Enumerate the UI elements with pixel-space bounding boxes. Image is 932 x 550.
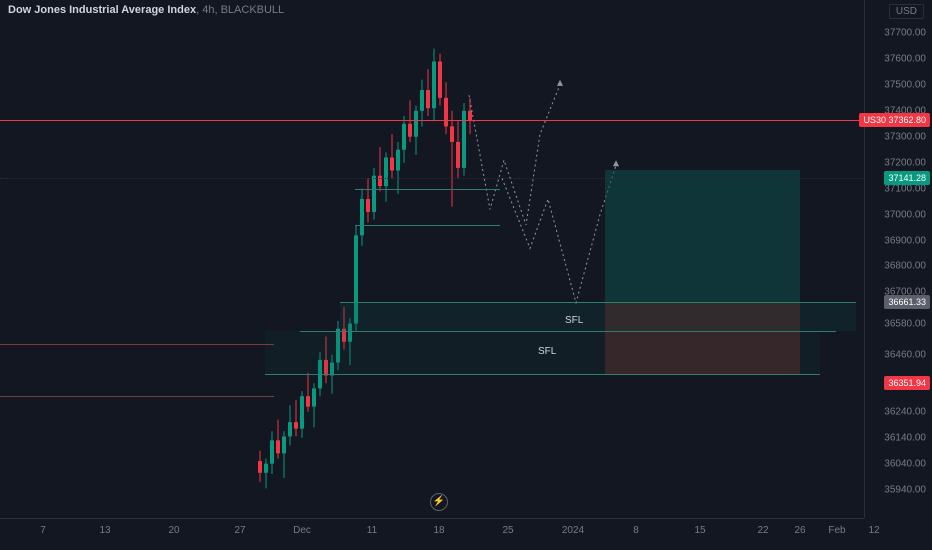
horizontal-line[interactable] — [0, 120, 864, 121]
provider-label: BLACKBULL — [221, 4, 285, 16]
zone-rect[interactable] — [605, 170, 800, 302]
x-tick-label: 26 — [794, 525, 805, 536]
price-badge: 36351.94 — [884, 376, 930, 390]
horizontal-line[interactable] — [0, 178, 864, 179]
x-tick-label: 2024 — [562, 525, 584, 536]
horizontal-line[interactable] — [0, 344, 274, 345]
y-tick-label: 35940.00 — [884, 484, 926, 495]
y-tick-label: 36040.00 — [884, 458, 926, 469]
horizontal-line[interactable] — [300, 331, 836, 332]
x-tick-label: 8 — [633, 525, 639, 536]
y-axis-unit: USD — [889, 4, 924, 19]
y-tick-label: 37500.00 — [884, 79, 926, 90]
y-tick-label: 36460.00 — [884, 349, 926, 360]
price-badge: US30 37362.80 — [859, 113, 930, 127]
price-badge: 36661.33 — [884, 295, 930, 309]
x-tick-label: 11 — [367, 525, 377, 536]
x-tick-label: 18 — [433, 525, 444, 536]
y-tick-label: 36240.00 — [884, 406, 926, 417]
y-tick-label: 37600.00 — [884, 53, 926, 64]
y-tick-label: 37700.00 — [884, 27, 926, 38]
y-tick-label: 36800.00 — [884, 261, 926, 272]
y-axis[interactable]: USD 35940.0036040.0036140.0036240.003634… — [864, 0, 932, 518]
horizontal-line[interactable] — [340, 302, 856, 303]
chart-header: Dow Jones Industrial Average Index, 4h, … — [8, 4, 284, 16]
x-tick-label: Dec — [293, 525, 311, 536]
go-to-realtime-icon[interactable]: ⚡ — [430, 493, 448, 511]
x-tick-label: 12 — [868, 525, 879, 536]
zone-rect[interactable] — [340, 302, 856, 330]
x-axis[interactable]: 7132027Dec11182520248152226Feb12 — [0, 518, 864, 550]
x-tick-label: 25 — [502, 525, 513, 536]
y-tick-label: 37300.00 — [884, 131, 926, 142]
horizontal-line[interactable] — [355, 225, 500, 226]
chart-plot-area[interactable]: SFL SFL ⚡ — [0, 0, 864, 518]
horizontal-line[interactable] — [265, 374, 820, 375]
x-tick-label: 20 — [168, 525, 179, 536]
y-tick-label: 37000.00 — [884, 209, 926, 220]
price-badge: 37141.28 — [884, 171, 930, 185]
horizontal-line[interactable] — [355, 189, 500, 190]
x-tick-label: Feb — [828, 525, 845, 536]
y-tick-label: 37200.00 — [884, 157, 926, 168]
x-tick-label: 22 — [757, 525, 768, 536]
x-tick-label: 27 — [234, 525, 245, 536]
y-tick-label: 36140.00 — [884, 432, 926, 443]
y-tick-label: 36580.00 — [884, 318, 926, 329]
text-annotation[interactable]: SFL — [538, 346, 556, 357]
horizontal-line[interactable] — [0, 396, 274, 397]
interval-label: 4h — [202, 4, 214, 16]
y-tick-label: 36900.00 — [884, 235, 926, 246]
x-tick-label: 7 — [40, 525, 46, 536]
x-tick-label: 15 — [694, 525, 705, 536]
symbol-title: Dow Jones Industrial Average Index — [8, 4, 196, 16]
text-annotation[interactable]: SFL — [565, 315, 583, 326]
x-tick-label: 13 — [99, 525, 110, 536]
